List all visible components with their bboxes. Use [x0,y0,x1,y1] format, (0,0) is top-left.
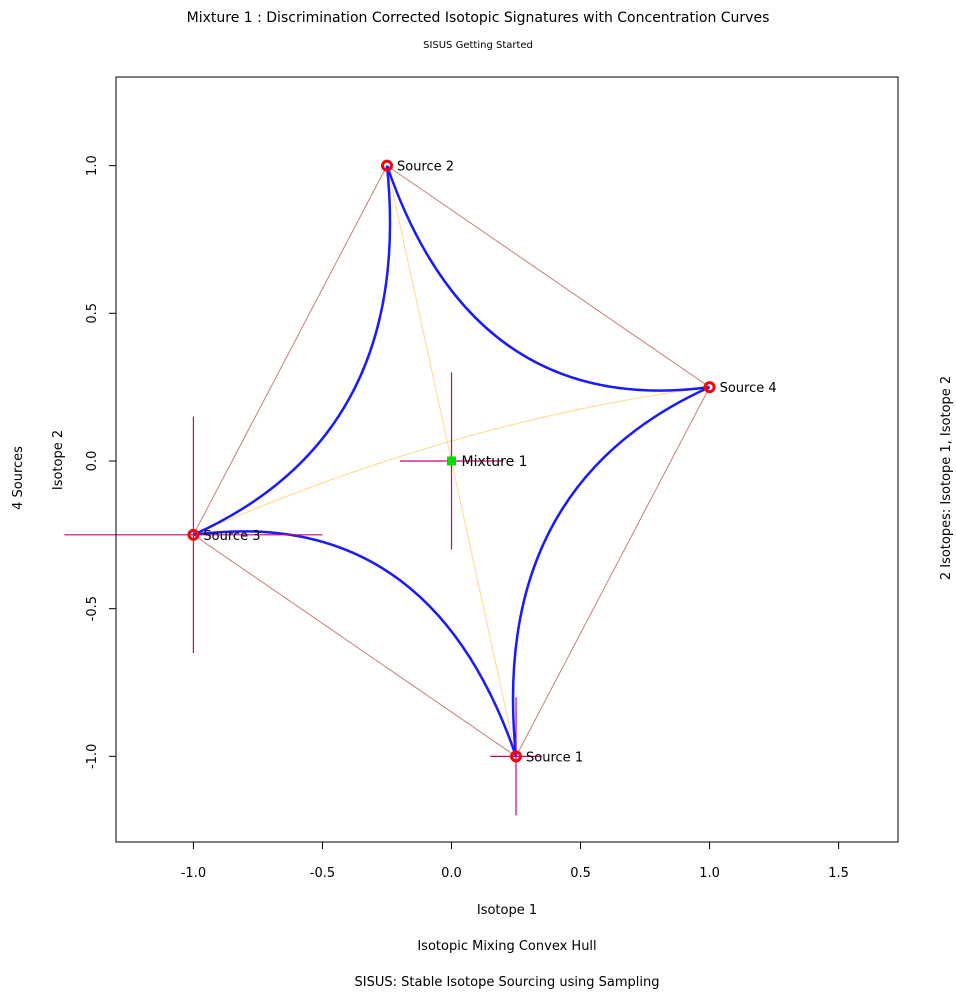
y-axis: -1.0 -0.5 0.0 0.5 1.0 [85,155,117,769]
mixture-point [447,456,457,466]
caption-convex-hull: Isotopic Mixing Convex Hull [417,939,596,954]
source-point [187,528,200,541]
source-point [380,159,393,172]
hull-edge [386,165,710,388]
concentration-curve [192,165,392,536]
right-margin-label: 2 Isotopes: Isotope 1, Isotope 2 [939,376,954,580]
mixture-label: Mixture 1 [462,454,528,470]
x-tick-label: 0.5 [570,866,591,881]
concentration-curve [385,165,710,392]
concentration-curve [193,530,518,757]
x-tick-label: -1.0 [181,866,206,881]
x-axis-label: Isotope 1 [477,903,537,918]
plot-area: Source 1 Source 2 Source 3 Source 4 Mixture … [64,159,777,816]
x-tick-label: 1.5 [828,866,849,881]
hull-edge [192,165,388,536]
source-label: Source 4 [720,381,777,396]
caption-sisus: SISUS: Stable Isotope Sourcing using Sam… [355,975,660,990]
x-tick-label: 0.0 [441,866,462,881]
hull-edge [193,534,517,757]
y-tick-label: -1.0 [85,744,100,769]
hull-edge [515,386,711,757]
y-tick-label: 1.0 [85,155,100,176]
chart-title: Mixture 1 : Discrimination Corrected Iso… [187,10,770,26]
source-point [703,381,716,394]
source-label: Source 1 [526,750,583,765]
y-tick-label: 0.5 [85,303,100,324]
x-axis: -1.0 -0.5 0.0 0.5 1.0 1.5 [181,841,849,881]
x-tick-label: -0.5 [310,866,335,881]
concentration-curve [511,385,711,757]
source-label: Source 3 [203,529,260,544]
left-margin-label: 4 Sources [11,446,26,510]
y-tick-label: -0.5 [85,596,100,621]
source-label: Source 2 [397,160,454,175]
x-tick-label: 1.0 [699,866,720,881]
y-tick-label: 0.0 [85,451,100,472]
chart-subtitle: SISUS Getting Started [423,40,533,51]
source-point [510,750,523,763]
y-axis-label: Isotope 2 [51,430,66,490]
